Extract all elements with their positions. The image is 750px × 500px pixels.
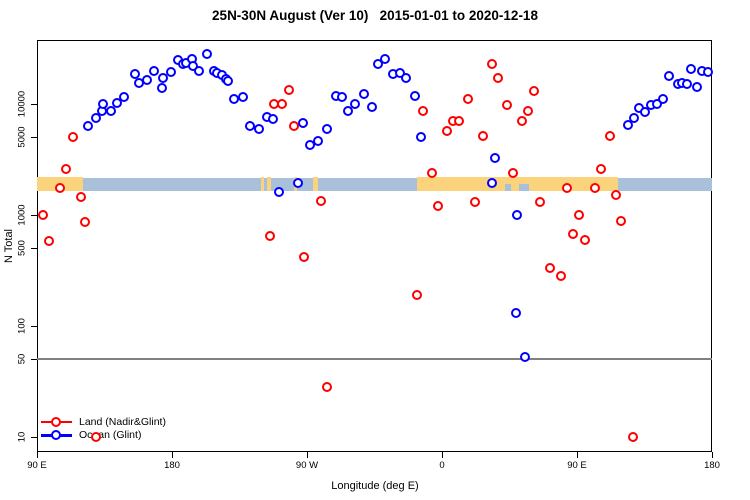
x-axis-tick <box>442 452 443 458</box>
y-axis-tick-label: 10 <box>16 431 28 443</box>
x-axis-tick <box>172 452 173 458</box>
legend-marker-land <box>41 416 72 427</box>
y-axis-tick-label: 1000 <box>16 204 28 226</box>
legend-item-land: Land (Nadir&Glint) <box>41 415 166 429</box>
x-axis-tick <box>307 452 308 458</box>
legend-marker-ocean <box>41 430 72 441</box>
legend-item-ocean: Ocean (Glint) <box>41 429 166 443</box>
x-axis-tick-label: 0 <box>439 460 445 471</box>
x-axis-tick <box>577 452 578 458</box>
y-axis-tick-label: 5000 <box>16 126 28 148</box>
legend: Land (Nadir&Glint) Ocean (Glint) <box>41 415 166 442</box>
y-axis-title: N Total <box>3 228 15 264</box>
y-axis-tick-label: 500 <box>16 240 28 257</box>
legend-label-ocean: Ocean (Glint) <box>79 429 142 442</box>
x-axis-tick-label: 90 W <box>295 460 319 471</box>
x-axis-tick <box>37 452 38 458</box>
y-axis-tick-label: 50 <box>16 354 28 365</box>
y-axis-tick-label: 10000 <box>16 90 28 118</box>
x-axis-tick-label: 180 <box>704 460 720 471</box>
x-axis-tick-label: 90 E <box>27 460 47 471</box>
x-axis-tick-label: 180 <box>164 460 180 471</box>
y-axis-tick-label: 100 <box>16 318 28 334</box>
x-axis-title: Longitude (deg E) <box>331 480 419 492</box>
chart-title: 25N-30N August (Ver 10) 2015-01-01 to 20… <box>212 8 538 23</box>
x-axis-tick <box>712 452 713 458</box>
x-axis-tick-label: 90 E <box>567 460 587 471</box>
plot-area-frame <box>37 40 712 452</box>
legend-label-land: Land (Nadir&Glint) <box>79 415 166 428</box>
